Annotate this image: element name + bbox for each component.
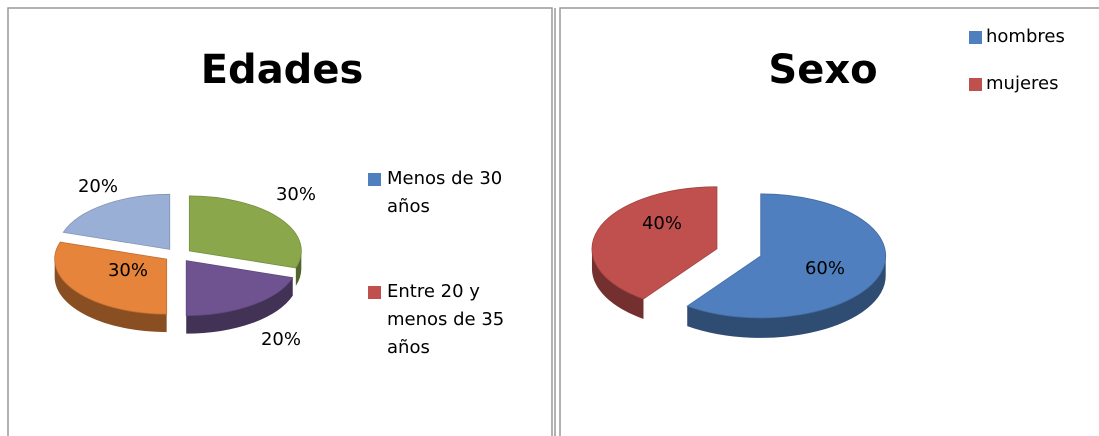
chart-title: Sexo: [768, 47, 877, 93]
slice-side: [687, 255, 886, 338]
data-label: 30%: [108, 260, 148, 281]
data-label: 20%: [78, 176, 118, 197]
slice-side: [591, 248, 644, 319]
slice-side: [54, 259, 167, 333]
slice-side: [186, 277, 293, 334]
legend-label: hombres: [986, 26, 1065, 47]
data-label: 40%: [642, 213, 682, 234]
chart-title: Edades: [201, 47, 364, 93]
legend-swatch: [368, 173, 381, 186]
slice: [591, 186, 718, 300]
slice: [54, 241, 168, 315]
data-label: 60%: [805, 258, 845, 279]
panel: [559, 7, 1099, 436]
legend-swatch: [368, 286, 381, 299]
legend-label: Menos de 30 años: [387, 168, 503, 217]
legend-label: Entre 20 y menos de 35 años: [387, 281, 505, 358]
slice: [686, 193, 887, 319]
data-label: 20%: [261, 329, 301, 350]
legend-swatch: [969, 31, 982, 44]
slice: [62, 193, 171, 250]
legend-label: mujeres: [986, 73, 1059, 94]
legend-swatch: [969, 78, 982, 91]
data-label: 30%: [276, 184, 316, 205]
panel: [7, 7, 553, 436]
slice: [185, 260, 294, 317]
slice: [188, 195, 302, 269]
